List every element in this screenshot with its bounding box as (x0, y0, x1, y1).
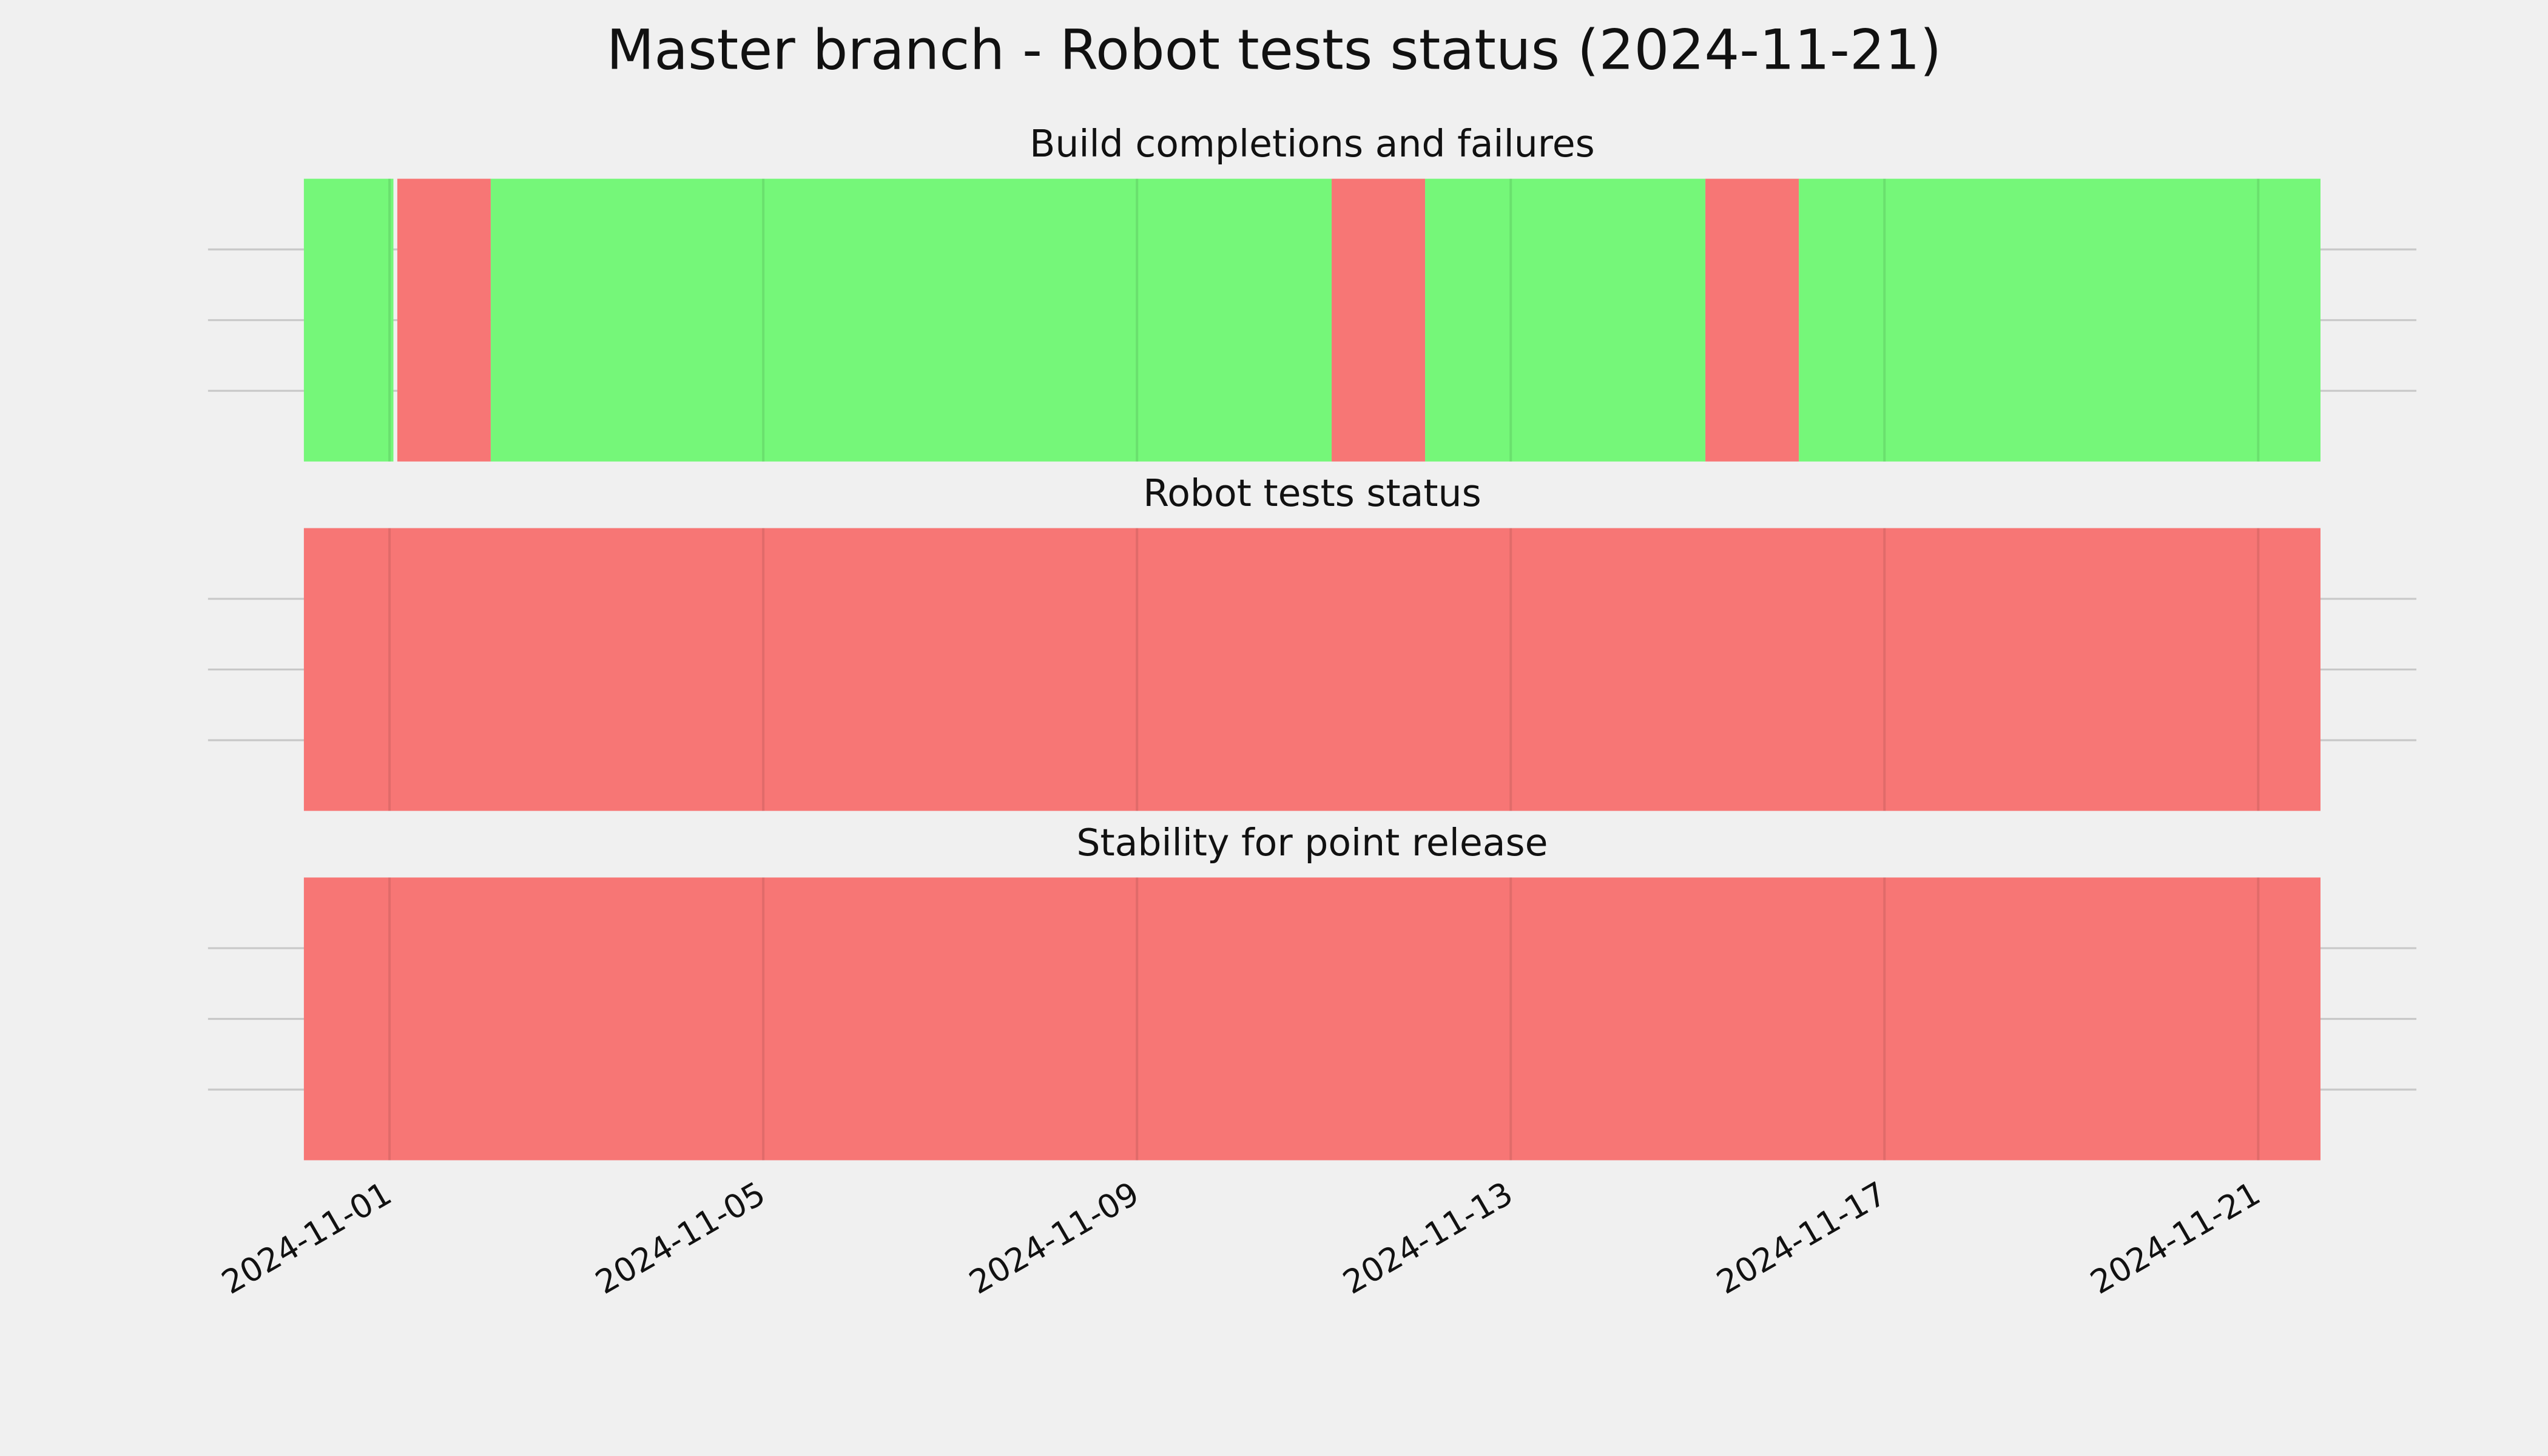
chart-title: Master branch - Robot tests status (2024… (607, 18, 1942, 82)
panel-title: Build completions and failures (1030, 122, 1595, 166)
span (397, 178, 491, 462)
span (1425, 178, 1706, 462)
span (303, 528, 2321, 811)
panel-title: Robot tests status (1143, 471, 1481, 515)
span (490, 178, 1332, 462)
span (303, 877, 2321, 1161)
span (1332, 178, 1426, 462)
panel-title: Stability for point release (1076, 821, 1548, 864)
span (1705, 178, 1799, 462)
span (1799, 178, 2320, 462)
span (303, 178, 394, 462)
